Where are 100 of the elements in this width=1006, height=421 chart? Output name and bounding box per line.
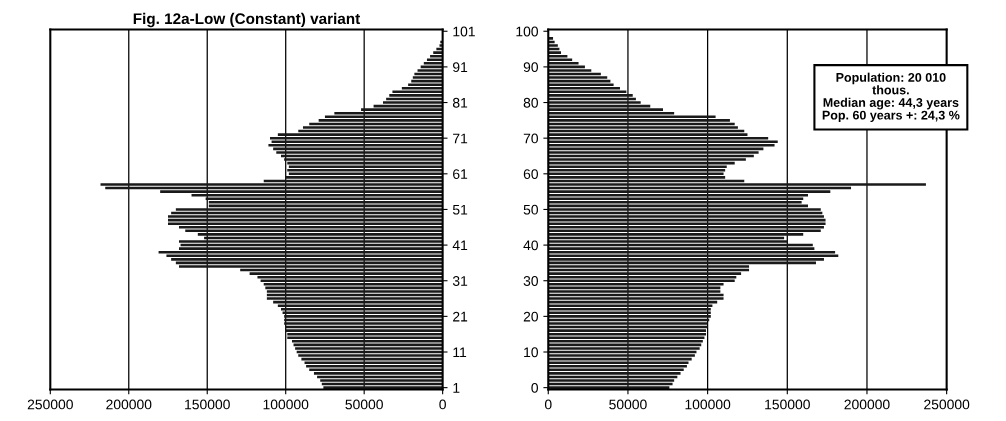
chart-title: Fig. 12a-Low (Constant) variant: [133, 12, 361, 28]
bar: [266, 297, 443, 300]
bar: [288, 165, 443, 168]
bar: [548, 76, 608, 79]
bar: [548, 307, 711, 311]
bar: [175, 208, 443, 211]
bar: [548, 44, 558, 47]
bar: [285, 329, 443, 332]
x-tick-label: 100000: [263, 399, 309, 410]
bar: [548, 322, 708, 325]
y-tick-label: 71: [453, 133, 468, 144]
bar: [548, 183, 926, 186]
bar: [548, 197, 804, 201]
x-tick-label: 50000: [345, 399, 383, 410]
y-tick-label: 20: [523, 311, 539, 322]
y-tick-label: 40: [523, 240, 539, 251]
y-tick-label: 0: [531, 382, 539, 393]
x-tick-label: 0: [439, 399, 446, 410]
bar: [287, 336, 443, 340]
bar: [548, 379, 675, 382]
annotation: Population: 20 010 thous. Median age: 44,3 years Pop. 60 years +: 24,3 %: [822, 72, 960, 123]
y-tick-label: 100: [516, 26, 539, 37]
y-tick-label: 70: [523, 133, 539, 144]
bar: [548, 336, 705, 340]
bar: [548, 364, 687, 368]
y-tick-label: 91: [453, 62, 468, 73]
bar: [548, 225, 824, 229]
bar: [548, 372, 681, 375]
bar: [168, 222, 443, 225]
bar: [412, 76, 443, 79]
bar: [423, 62, 443, 65]
y-tick-label: 61: [453, 169, 468, 179]
bar: [287, 168, 443, 172]
bar: [548, 361, 689, 364]
bar: [291, 340, 443, 343]
x-tick-label: 100000: [685, 399, 731, 410]
x-tick-label: 0: [544, 399, 552, 410]
bar: [320, 379, 443, 382]
bar: [281, 307, 443, 311]
bar: [276, 151, 443, 154]
y-tick-label: 31: [452, 276, 468, 286]
y-tick-label: 50: [523, 204, 539, 215]
bar: [548, 329, 707, 332]
y-tick-label: 60: [523, 169, 539, 179]
bar: [548, 354, 695, 357]
y-tick-label: 30: [523, 276, 539, 286]
y-tick-label: 90: [523, 62, 539, 73]
x-tick-label: 250000: [27, 399, 73, 410]
bar: [417, 69, 443, 72]
bar: [433, 51, 443, 54]
bar: [284, 158, 443, 161]
y-tick-label: 101: [453, 26, 475, 37]
bar: [298, 354, 443, 357]
bar: [313, 372, 443, 375]
bar: [548, 315, 711, 318]
y-tick-label: 51: [452, 204, 468, 215]
bar: [548, 297, 724, 300]
bar: [548, 215, 824, 218]
bar: [168, 215, 443, 218]
y-tick-label: 21: [453, 311, 468, 322]
bar: [284, 322, 443, 325]
bar: [548, 140, 778, 144]
bar: [295, 347, 443, 350]
bar: [263, 283, 443, 286]
bar: [266, 290, 443, 293]
bar: [548, 222, 826, 225]
x-tick-label: 150000: [185, 399, 230, 410]
x-tick-label: 200000: [106, 399, 152, 410]
y-tick-label: 81: [452, 97, 468, 108]
x-tick-label: 50000: [609, 399, 647, 410]
bar: [304, 361, 443, 364]
bar: [548, 340, 703, 343]
y-tick-label: 10: [524, 347, 539, 358]
bar: [426, 58, 443, 62]
bar: [548, 94, 633, 97]
y-tick-label: 11: [453, 347, 467, 358]
x-tick-label: 150000: [765, 399, 810, 410]
bar: [548, 208, 821, 211]
bar: [548, 151, 759, 154]
x-tick-label: 200000: [844, 399, 890, 410]
bar: [548, 254, 839, 258]
bar: [548, 304, 713, 307]
y-tick-label: 80: [523, 97, 539, 108]
bar: [208, 201, 443, 204]
bar: [271, 140, 443, 144]
bar: [178, 240, 443, 243]
bar: [306, 364, 443, 368]
bar: [268, 144, 443, 147]
x-tick-label: 250000: [924, 399, 970, 410]
bar: [100, 183, 443, 186]
bar: [548, 290, 721, 293]
bar: [277, 304, 443, 307]
bar: [548, 168, 726, 172]
bar: [302, 126, 443, 129]
bar: [548, 144, 775, 147]
bar: [260, 279, 443, 283]
bar: [284, 315, 443, 318]
y-tick-label: 1: [453, 383, 460, 393]
bar: [548, 37, 554, 40]
bar: [389, 94, 443, 97]
